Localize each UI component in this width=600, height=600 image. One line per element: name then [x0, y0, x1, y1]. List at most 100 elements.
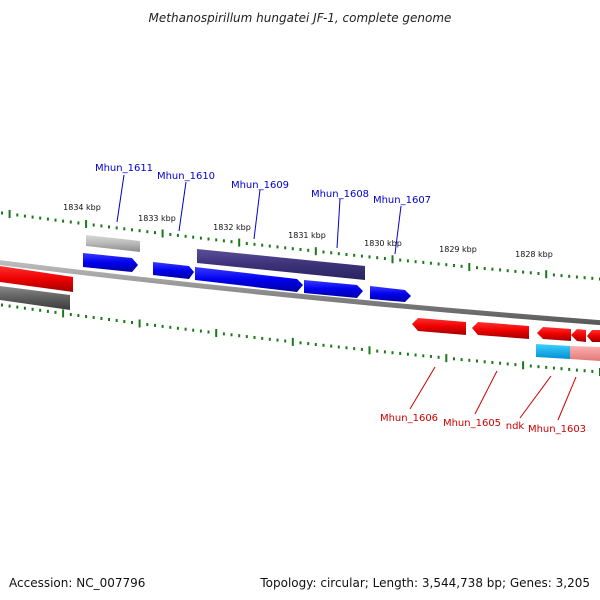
minor-tick [276, 338, 279, 342]
minor-tick [345, 346, 348, 350]
minor-tick [445, 263, 448, 267]
minor-tick [92, 223, 95, 227]
minor-tick [268, 337, 271, 341]
minor-tick [575, 275, 578, 279]
gene-feature[interactable] [86, 235, 140, 252]
minor-tick [108, 225, 110, 229]
minor-tick [583, 369, 586, 373]
major-tick [368, 346, 371, 355]
gene-feature[interactable] [0, 266, 73, 292]
gene-label-mhun-1611[interactable]: Mhun_1611 [95, 163, 153, 174]
minor-tick [552, 366, 555, 370]
minor-tick [46, 217, 49, 221]
minor-tick [192, 328, 195, 332]
minor-tick [291, 247, 294, 251]
gene-label-ndk[interactable]: ndk [506, 421, 525, 432]
minor-tick [39, 216, 42, 220]
minor-tick [184, 327, 187, 331]
major-tick [468, 263, 471, 271]
accession-text: Accession: NC_007796 [9, 576, 145, 590]
minor-tick [146, 323, 149, 326]
minor-tick [499, 361, 502, 365]
gene-feature-mhun-1605[interactable] [472, 322, 529, 339]
gene-label-mhun-1607[interactable]: Mhun_1607 [373, 195, 431, 206]
minor-tick [468, 358, 471, 362]
minor-tick [330, 344, 333, 348]
minor-tick [499, 268, 502, 272]
minor-tick [253, 242, 256, 246]
minor-tick [376, 256, 379, 260]
gene-feature-ndk[interactable] [537, 327, 571, 341]
minor-tick [69, 220, 72, 224]
minor-tick [62, 219, 65, 223]
minor-tick [575, 368, 578, 372]
minor-tick [491, 267, 494, 271]
gene-feature-mhun-1610[interactable] [153, 262, 194, 279]
minor-tick [16, 213, 19, 217]
tick-label-1833: 1833 kbp [138, 214, 176, 223]
minor-tick [591, 276, 594, 280]
minor-tick [330, 251, 333, 255]
minor-tick [276, 245, 279, 249]
minor-tick [284, 246, 287, 250]
minor-tick [261, 243, 264, 247]
minor-tick [161, 324, 164, 328]
leader-line-ndk [519, 375, 552, 419]
gene-label-mhun-1609[interactable]: Mhun_1609 [231, 180, 289, 191]
gene-label-mhun-1608[interactable]: Mhun_1608 [311, 189, 369, 200]
tick-label-1830: 1830 kbp [364, 239, 402, 248]
minor-tick [391, 351, 394, 355]
gene-label-mhun-1605[interactable]: Mhun_1605 [443, 418, 501, 429]
gene-feature-mhun-1608[interactable] [304, 280, 363, 298]
minor-tick [506, 269, 509, 273]
minor-tick [453, 264, 455, 267]
gene-feature-mhun-1609-region[interactable] [197, 249, 365, 280]
leader-line-mhun-1611 [116, 174, 125, 223]
gene-feature-mhun-1606[interactable] [412, 318, 466, 335]
leader-line-mhun-1605 [474, 370, 498, 415]
major-tick [215, 329, 218, 337]
minor-tick [414, 353, 417, 357]
minor-tick [368, 255, 371, 259]
minor-tick [399, 258, 402, 262]
gene-label-mhun-1603[interactable]: Mhun_1603 [528, 424, 586, 435]
gene-feature-mhun-1609[interactable] [195, 267, 303, 292]
map-title: Methanospirillum hungatei JF-1, complete… [149, 11, 452, 25]
minor-tick [123, 320, 126, 323]
minor-tick [314, 343, 317, 346]
tick-label-1831: 1831 kbp [288, 231, 326, 240]
minor-tick [322, 343, 325, 347]
gene-feature-mhun-1603[interactable] [587, 330, 600, 342]
tick-label-1829: 1829 kbp [439, 245, 477, 254]
minor-tick [245, 242, 248, 245]
gene-feature[interactable] [571, 329, 586, 342]
minor-tick [299, 248, 302, 251]
minor-tick [23, 214, 26, 218]
gene-feature-mhun-1611[interactable] [83, 253, 138, 272]
minor-tick [131, 321, 133, 324]
gene-label-mhun-1610[interactable]: Mhun_1610 [157, 171, 215, 182]
minor-tick [337, 345, 340, 349]
minor-tick [460, 358, 463, 362]
inner-tick-track [1, 303, 600, 376]
minor-tick [238, 334, 241, 338]
minor-tick [491, 361, 494, 364]
minor-tick [1, 211, 3, 215]
minor-tick [476, 266, 478, 270]
minor-tick [199, 329, 202, 333]
gene-label-mhun-1606[interactable]: Mhun_1606 [380, 413, 438, 424]
minor-tick [453, 357, 455, 361]
gene-feature[interactable] [570, 346, 600, 361]
tick-label-1828: 1828 kbp [515, 250, 553, 259]
gene-feature[interactable] [536, 344, 570, 359]
gene-feature[interactable] [0, 286, 70, 310]
minor-tick [222, 239, 225, 243]
outer-tick-track [1, 210, 600, 281]
leader-line-mhun-1608 [336, 198, 341, 249]
minor-tick [383, 350, 386, 354]
minor-tick [560, 367, 563, 371]
gene-feature-mhun-1607[interactable] [370, 286, 411, 302]
minor-tick [115, 319, 118, 322]
